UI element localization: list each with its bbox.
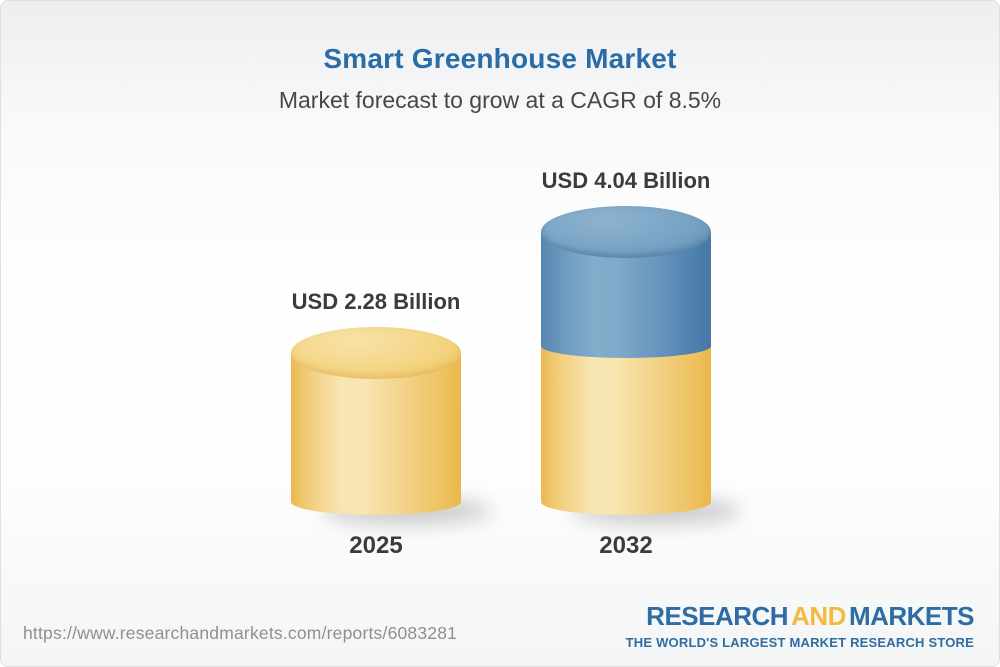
logo-word-research: RESEARCH — [646, 601, 789, 631]
value-label-2025: USD 2.28 Billion — [291, 289, 461, 314]
cylinder-top-2032 — [541, 206, 711, 258]
base-segment-2025 — [291, 353, 461, 515]
logo-word-and: AND — [791, 601, 846, 631]
bar-cylinder-2025 — [291, 327, 491, 525]
logo-tagline: THE WORLD'S LARGEST MARKET RESEARCH STOR… — [625, 635, 974, 650]
logo-wordmark: RESEARCH AND MARKETS — [626, 601, 974, 632]
bar-cylinder-2032 — [541, 206, 741, 525]
logo-word-markets: MARKETS — [848, 601, 975, 631]
value-label-2032: USD 4.04 Billion — [541, 168, 711, 193]
research-and-markets-logo: RESEARCH AND MARKETS THE WORLD'S LARGEST M… — [625, 601, 975, 650]
cylinder-top-2025 — [291, 327, 461, 379]
year-label-2025: 2025 — [349, 532, 403, 559]
chart-title: Smart Greenhouse Market — [323, 43, 677, 74]
base-segment-2032 — [541, 346, 711, 515]
year-label-2032: 2032 — [599, 532, 653, 559]
report-url: https://www.researchandmarkets.com/repor… — [23, 623, 458, 643]
chart-subtitle: Market forecast to grow at a CAGR of 8.5… — [278, 87, 722, 113]
